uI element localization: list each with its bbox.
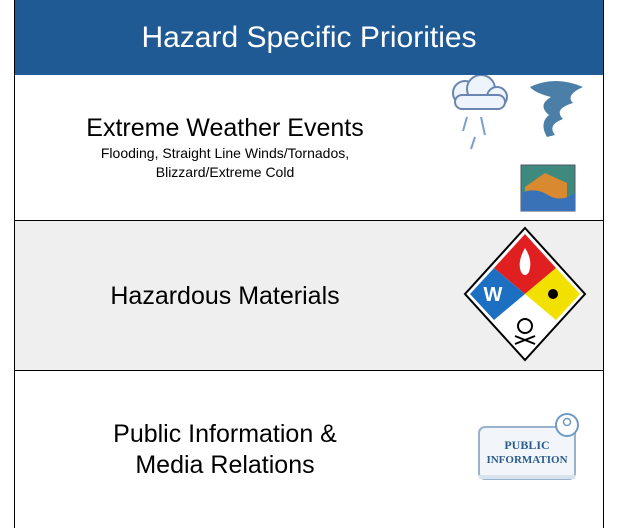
- row-title: Public Information &: [113, 419, 337, 450]
- header: Hazard Specific Priorities: [15, 0, 603, 75]
- row: Extreme Weather Events Flooding, Straigh…: [15, 75, 603, 220]
- row-text: Public Information & Media Relations: [15, 371, 435, 528]
- hazmat-letter: W: [484, 284, 503, 306]
- row: Public Information & Media Relations PUB…: [15, 370, 603, 528]
- priorities-table: Hazard Specific Priorities Extreme Weath…: [14, 0, 604, 528]
- hazmat-icon: W: [463, 226, 587, 364]
- icon-text: PUBLIC: [504, 438, 549, 452]
- icon-text: INFORMATION: [486, 454, 567, 466]
- row-text: Extreme Weather Events Flooding, Straigh…: [15, 75, 435, 220]
- row-title: Media Relations: [135, 450, 314, 481]
- row-subtitle: Blizzard/Extreme Cold: [156, 163, 295, 182]
- row-title: Hazardous Materials: [110, 281, 339, 312]
- row-subtitle: Flooding, Straight Line Winds/Tornados,: [101, 144, 349, 163]
- public-info-icon: PUBLIC INFORMATION: [475, 411, 585, 491]
- row-title: Extreme Weather Events: [86, 113, 363, 144]
- row: Hazardous Materials W: [15, 220, 603, 371]
- weather-icon: [435, 75, 595, 215]
- row-text: Hazardous Materials: [15, 221, 435, 371]
- header-title: Hazard Specific Priorities: [141, 21, 476, 55]
